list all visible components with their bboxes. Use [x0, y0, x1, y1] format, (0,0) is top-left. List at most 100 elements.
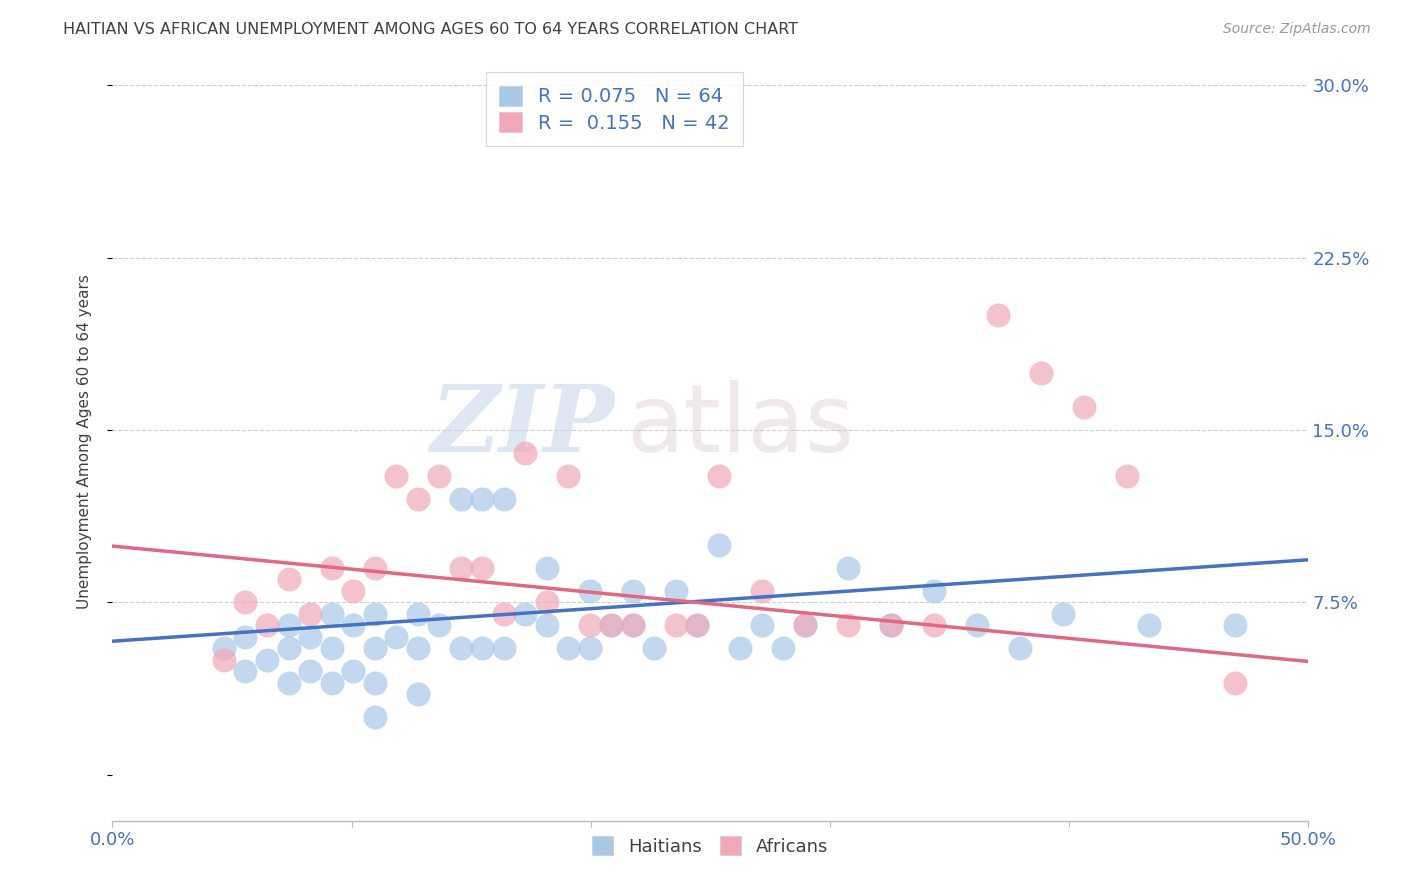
Point [401, 641, 423, 656]
Point [770, 561, 793, 575]
Point [186, 665, 208, 679]
Point [579, 607, 602, 621]
Point [197, 675, 219, 690]
Point [770, 618, 793, 632]
Point [377, 618, 399, 632]
Point [460, 561, 482, 575]
Point [245, 491, 267, 506]
Text: Source: ZipAtlas.com: Source: ZipAtlas.com [1223, 22, 1371, 37]
Point [138, 618, 160, 632]
Point [209, 630, 232, 644]
Point [1081, 607, 1104, 621]
Point [162, 630, 183, 644]
Point [531, 618, 554, 632]
Point [281, 607, 304, 621]
Point [818, 665, 841, 679]
Point [173, 675, 195, 690]
Point [305, 641, 328, 656]
Point [1033, 538, 1056, 552]
Point [329, 618, 352, 632]
Point [627, 618, 650, 632]
Point [245, 641, 267, 656]
Point [890, 675, 912, 690]
Point [412, 583, 434, 598]
Point [209, 469, 232, 483]
Point [1129, 618, 1152, 632]
Point [460, 618, 482, 632]
Point [221, 641, 243, 656]
Point [149, 675, 172, 690]
Point [257, 641, 280, 656]
Point [197, 607, 219, 621]
Point [197, 710, 219, 724]
Point [186, 618, 208, 632]
Point [257, 561, 280, 575]
Point [269, 491, 291, 506]
Point [149, 573, 172, 587]
Point [233, 469, 256, 483]
Point [364, 583, 387, 598]
Point [316, 618, 339, 632]
Point [555, 641, 578, 656]
Point [436, 618, 458, 632]
Y-axis label: Unemployment Among Ages 60 to 64 years: Unemployment Among Ages 60 to 64 years [77, 274, 91, 609]
Point [292, 595, 315, 609]
Point [616, 469, 638, 483]
Point [305, 469, 328, 483]
Point [1057, 665, 1080, 679]
Point [281, 446, 304, 460]
Point [352, 641, 374, 656]
Point [114, 653, 135, 667]
Point [675, 618, 697, 632]
Point [340, 583, 363, 598]
Point [508, 618, 530, 632]
Point [138, 653, 160, 667]
Point [221, 607, 243, 621]
Point [1225, 607, 1247, 621]
Point [723, 665, 745, 679]
Point [257, 491, 280, 506]
Point [197, 641, 219, 656]
Point [388, 469, 411, 483]
Point [1177, 446, 1199, 460]
Point [125, 595, 148, 609]
Point [149, 641, 172, 656]
Point [425, 641, 447, 656]
Point [1129, 665, 1152, 679]
Legend: Haitians, Africans: Haitians, Africans [583, 827, 837, 864]
Point [508, 583, 530, 598]
Point [340, 618, 363, 632]
Point [292, 561, 315, 575]
Point [316, 583, 339, 598]
Point [484, 618, 506, 632]
Point [675, 675, 697, 690]
Point [568, 366, 591, 380]
Point [412, 618, 434, 632]
Point [233, 618, 256, 632]
Point [149, 618, 172, 632]
Point [340, 618, 363, 632]
Point [173, 607, 195, 621]
Point [890, 538, 912, 552]
Point [377, 618, 399, 632]
Point [388, 538, 411, 552]
Point [1177, 710, 1199, 724]
Text: atlas: atlas [627, 380, 855, 473]
Point [125, 630, 148, 644]
Point [292, 618, 315, 632]
Point [962, 538, 984, 552]
Point [543, 308, 565, 322]
Point [364, 618, 387, 632]
Text: HAITIAN VS AFRICAN UNEMPLOYMENT AMONG AGES 60 TO 64 YEARS CORRELATION CHART: HAITIAN VS AFRICAN UNEMPLOYMENT AMONG AG… [63, 22, 799, 37]
Point [173, 641, 195, 656]
Point [316, 641, 339, 656]
Point [162, 665, 183, 679]
Point [221, 491, 243, 506]
Point [436, 618, 458, 632]
Point [114, 641, 135, 656]
Point [962, 675, 984, 690]
Point [162, 607, 183, 621]
Point [197, 561, 219, 575]
Point [484, 618, 506, 632]
Point [125, 665, 148, 679]
